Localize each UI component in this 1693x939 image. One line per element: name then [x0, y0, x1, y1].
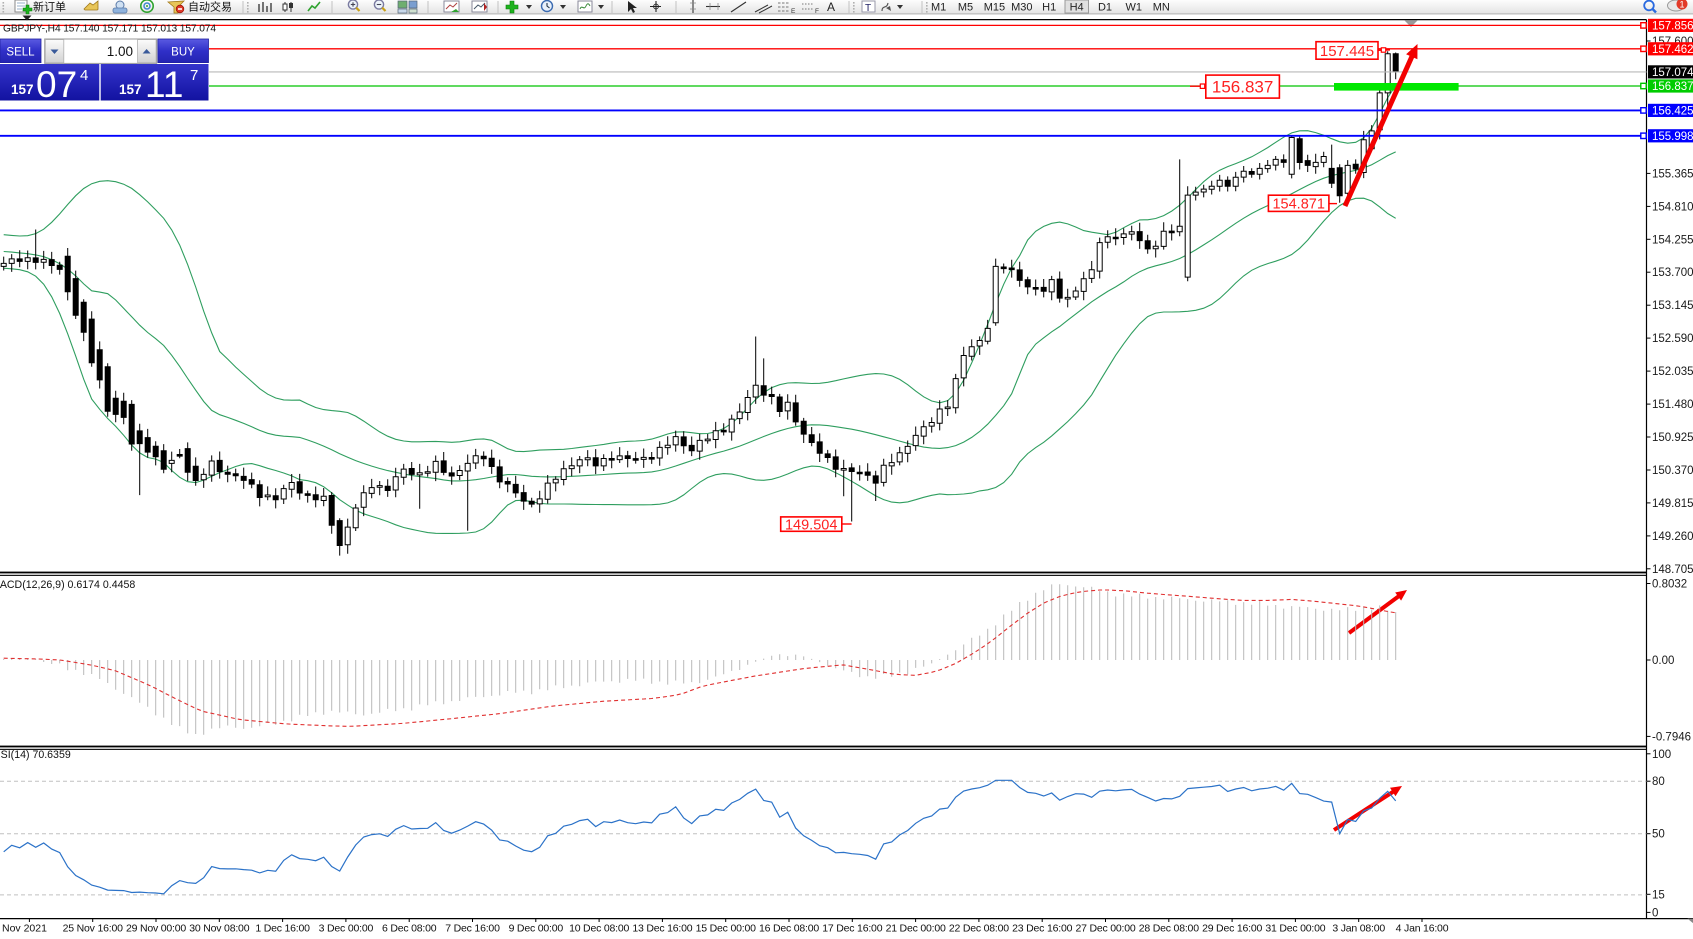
svg-text:25 Nov 16:00: 25 Nov 16:00: [63, 923, 123, 935]
svg-text:MACD(12,26,9) 0.6174 0.4458: MACD(12,26,9) 0.6174 0.4458: [0, 579, 135, 591]
svg-text:150.370: 150.370: [1652, 465, 1693, 477]
svg-text:27 Dec 00:00: 27 Dec 00:00: [1075, 923, 1135, 935]
svg-text:新订单: 新订单: [33, 0, 66, 14]
svg-text:M15: M15: [984, 2, 1005, 14]
svg-text:157: 157: [11, 82, 34, 97]
svg-text:10 Dec 08:00: 10 Dec 08:00: [569, 923, 629, 935]
svg-text:156.425: 156.425: [1652, 105, 1693, 117]
svg-text:23 Dec 16:00: 23 Dec 16:00: [1012, 923, 1072, 935]
svg-text:157: 157: [119, 82, 142, 97]
svg-text:156.837: 156.837: [1652, 81, 1693, 93]
svg-text:H4: H4: [1070, 2, 1084, 14]
svg-text:自动交易: 自动交易: [188, 0, 232, 14]
svg-text:154.871: 154.871: [1272, 197, 1324, 213]
svg-text:3 Dec 00:00: 3 Dec 00:00: [319, 923, 374, 935]
svg-text:BUY: BUY: [171, 46, 195, 58]
svg-text:151.480: 151.480: [1652, 399, 1693, 411]
svg-text:157.462: 157.462: [1652, 44, 1693, 56]
svg-text:F: F: [815, 8, 819, 15]
svg-text:MN: MN: [1153, 2, 1170, 14]
svg-text:1 Dec 16:00: 1 Dec 16:00: [255, 923, 310, 935]
svg-text:T: T: [865, 3, 871, 14]
svg-text:31 Dec 00:00: 31 Dec 00:00: [1265, 923, 1325, 935]
svg-text:153.700: 153.700: [1652, 267, 1693, 279]
svg-text:28 Dec 08:00: 28 Dec 08:00: [1139, 923, 1199, 935]
svg-text:155.998: 155.998: [1652, 131, 1693, 143]
svg-text:11: 11: [145, 64, 183, 105]
svg-text:149.260: 149.260: [1652, 531, 1693, 543]
svg-text:M1: M1: [931, 2, 946, 14]
svg-text:153.145: 153.145: [1652, 300, 1693, 312]
svg-text:152.590: 152.590: [1652, 333, 1693, 345]
svg-text:29 Nov 00:00: 29 Nov 00:00: [126, 923, 186, 935]
svg-text:7 Dec 16:00: 7 Dec 16:00: [445, 923, 500, 935]
svg-text:50: 50: [1652, 829, 1665, 841]
svg-text:16 Dec 08:00: 16 Dec 08:00: [759, 923, 819, 935]
svg-text:149.504: 149.504: [785, 517, 837, 533]
svg-text:M5: M5: [958, 2, 973, 14]
svg-text:21 Dec 00:00: 21 Dec 00:00: [886, 923, 946, 935]
svg-text:0: 0: [1652, 907, 1658, 919]
svg-text:Nov 2021: Nov 2021: [2, 923, 47, 935]
svg-text:15: 15: [1652, 889, 1665, 901]
svg-text:3 Jan 08:00: 3 Jan 08:00: [1332, 923, 1385, 935]
svg-text:148.705: 148.705: [1652, 564, 1693, 576]
svg-text:157.856: 157.856: [1652, 20, 1693, 32]
svg-text:15 Dec 00:00: 15 Dec 00:00: [696, 923, 756, 935]
svg-text:155.365: 155.365: [1652, 168, 1693, 180]
svg-text:157.074: 157.074: [1652, 67, 1693, 79]
svg-text:A: A: [827, 0, 835, 14]
svg-text:6 Dec 08:00: 6 Dec 08:00: [382, 923, 437, 935]
svg-text:W1: W1: [1126, 2, 1143, 14]
svg-text:22 Dec 08:00: 22 Dec 08:00: [949, 923, 1009, 935]
svg-text:-0.7946: -0.7946: [1652, 731, 1691, 743]
svg-text:D1: D1: [1098, 2, 1112, 14]
svg-text:157.445: 157.445: [1320, 43, 1374, 60]
svg-text:4 Jan 16:00: 4 Jan 16:00: [1396, 923, 1449, 935]
svg-text:RSI(14) 70.6359: RSI(14) 70.6359: [0, 749, 71, 761]
svg-text:H1: H1: [1042, 2, 1056, 14]
svg-text:154.810: 154.810: [1652, 201, 1693, 213]
svg-text:154.255: 154.255: [1652, 234, 1693, 246]
svg-text:E: E: [791, 8, 796, 15]
svg-text:150.925: 150.925: [1652, 432, 1693, 444]
svg-text:9 Dec 00:00: 9 Dec 00:00: [509, 923, 564, 935]
svg-text:1: 1: [1679, 0, 1684, 10]
svg-text:13 Dec 16:00: 13 Dec 16:00: [632, 923, 692, 935]
svg-text:4: 4: [80, 67, 88, 84]
svg-text:17 Dec 16:00: 17 Dec 16:00: [822, 923, 882, 935]
svg-text:29 Dec 16:00: 29 Dec 16:00: [1202, 923, 1262, 935]
svg-text:SELL: SELL: [6, 46, 35, 58]
svg-text:149.815: 149.815: [1652, 498, 1693, 510]
svg-text:30 Nov 08:00: 30 Nov 08:00: [189, 923, 249, 935]
svg-text:7: 7: [190, 67, 198, 84]
svg-text:1.00: 1.00: [107, 44, 133, 59]
svg-text:0.8032: 0.8032: [1652, 579, 1687, 591]
svg-text:156.837: 156.837: [1212, 78, 1273, 97]
svg-text:GBPJPY-,H4 157.140 157.171 15: GBPJPY-,H4 157.140 157.171 157.013 157.0…: [3, 24, 216, 35]
svg-text:07: 07: [36, 64, 77, 105]
svg-text:M30: M30: [1011, 2, 1032, 14]
svg-text:152.035: 152.035: [1652, 366, 1693, 378]
svg-text:80: 80: [1652, 776, 1665, 788]
svg-text:0.00: 0.00: [1652, 655, 1674, 667]
svg-text:100: 100: [1652, 749, 1671, 761]
